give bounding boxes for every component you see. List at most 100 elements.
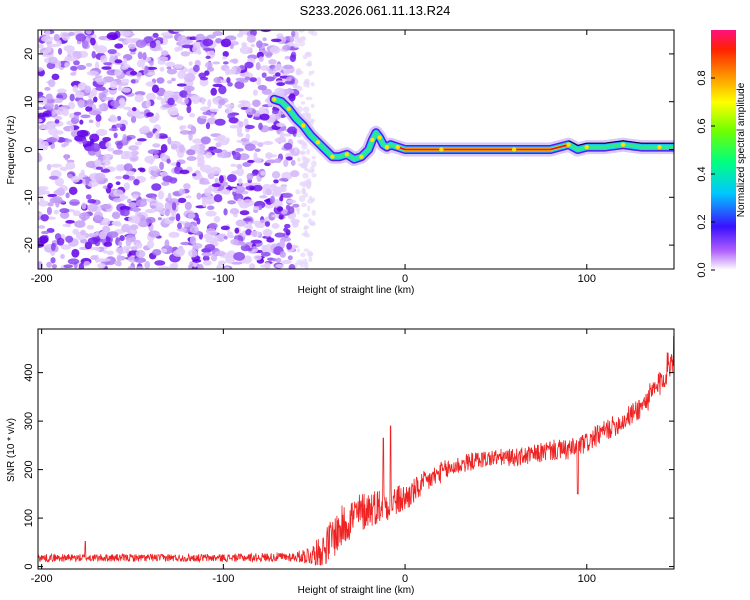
noise-blob <box>183 73 196 83</box>
noise-blob <box>106 250 114 256</box>
noise-blob <box>179 90 189 98</box>
noise-blob <box>304 230 308 236</box>
noise-blob <box>187 81 194 86</box>
noise-blob <box>294 36 300 40</box>
noise-blob <box>256 76 262 86</box>
ridge-peak-dot <box>584 144 589 150</box>
noise-blob <box>38 225 46 229</box>
noise-blob <box>122 106 132 110</box>
noise-blob <box>69 199 80 206</box>
noise-blob <box>131 79 136 84</box>
noise-blob <box>73 111 82 116</box>
noise-blob <box>90 255 98 261</box>
noise-blob <box>251 109 256 114</box>
noise-blob <box>129 224 139 230</box>
noise-blob <box>305 96 313 101</box>
noise-blob <box>285 204 291 211</box>
noise-blob <box>126 198 132 204</box>
noise-blob <box>60 253 65 260</box>
noise-blob <box>167 136 172 145</box>
noise-blob <box>238 153 250 161</box>
noise-blob <box>102 136 111 142</box>
noise-blob <box>257 84 268 91</box>
noise-blob <box>305 51 311 57</box>
noise-blob <box>282 89 295 95</box>
noise-blob <box>118 97 126 106</box>
noise-blob <box>186 149 196 156</box>
noise-blob <box>273 179 279 184</box>
noise-blob <box>114 175 123 180</box>
noise-blob <box>303 81 308 88</box>
noise-blob <box>241 183 250 187</box>
noise-blob <box>295 189 301 195</box>
noise-blob <box>107 49 117 55</box>
noise-blob <box>188 132 193 141</box>
noise-blob <box>81 40 89 49</box>
noise-blob <box>245 133 251 140</box>
noise-blob <box>274 63 283 72</box>
noise-blob <box>301 181 307 188</box>
noise-blob <box>198 72 207 79</box>
noise-blob <box>51 196 63 203</box>
noise-blob <box>178 144 185 153</box>
y-tick-label: 0 <box>23 146 35 152</box>
noise-blob <box>46 62 56 70</box>
noise-blob <box>40 214 49 222</box>
y-tick-label: 200 <box>23 460 35 478</box>
noise-blob <box>282 44 291 51</box>
noise-region <box>38 30 318 269</box>
x-tick-label: 0 <box>402 273 408 285</box>
noise-blob <box>146 132 154 139</box>
noise-blob <box>54 177 65 187</box>
noise-blob <box>85 105 93 112</box>
noise-blob <box>139 168 146 173</box>
noise-blob <box>186 105 192 114</box>
ridge-peak-dot <box>344 152 350 157</box>
noise-blob <box>164 239 170 249</box>
noise-blob <box>205 169 212 175</box>
noise-blob <box>145 216 156 224</box>
noise-blob <box>306 250 313 257</box>
noise-blob <box>91 50 96 59</box>
noise-blob <box>111 221 117 226</box>
noise-blob <box>47 193 58 198</box>
noise-blob <box>291 30 296 38</box>
noise-blob <box>41 230 50 235</box>
noise-blob <box>290 170 300 178</box>
ridge-peak-dot <box>272 97 277 102</box>
noise-blob <box>300 252 306 258</box>
noise-blob <box>111 211 121 220</box>
noise-blob <box>222 56 227 60</box>
noise-blob <box>224 255 236 264</box>
noise-blob <box>192 173 197 177</box>
noise-blob <box>68 186 78 196</box>
noise-blob <box>68 31 75 37</box>
noise-blob <box>223 235 228 240</box>
noise-blob <box>199 78 209 87</box>
noise-blob <box>38 186 49 191</box>
noise-blob <box>76 64 87 71</box>
noise-blob <box>180 51 191 57</box>
noise-blob <box>71 248 80 258</box>
noise-blob <box>94 75 103 79</box>
noise-blob <box>131 194 139 199</box>
frequency-ridge <box>267 92 674 167</box>
noise-blob <box>135 72 143 77</box>
noise-blob <box>202 38 214 47</box>
noise-blob <box>77 99 85 109</box>
noise-blob <box>275 263 284 268</box>
x-tick-label: -200 <box>31 573 53 585</box>
noise-blob <box>233 251 245 261</box>
noise-blob <box>77 83 85 89</box>
panel2-x-ticks: -200 -100 0 100 <box>31 329 596 585</box>
noise-blob <box>269 195 276 204</box>
noise-blob <box>166 158 171 164</box>
noise-blob <box>205 152 213 159</box>
noise-blob <box>210 253 218 262</box>
noise-blob <box>119 235 125 242</box>
noise-blob <box>183 183 191 190</box>
noise-blob <box>133 216 141 225</box>
y-tick-label: -10 <box>23 189 35 205</box>
noise-blob <box>127 266 135 269</box>
noise-blob <box>179 169 190 175</box>
